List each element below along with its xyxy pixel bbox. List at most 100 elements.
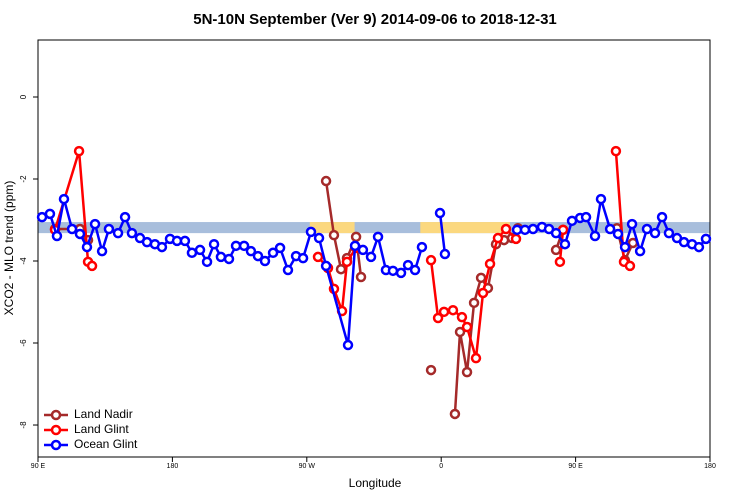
data-point xyxy=(432,312,444,324)
x-tick-label: 180 xyxy=(704,463,716,470)
data-point xyxy=(342,339,354,351)
data-point xyxy=(492,232,504,244)
y-tick-label: -2 xyxy=(19,175,28,183)
data-point xyxy=(387,265,399,277)
data-point xyxy=(477,287,489,299)
data-point xyxy=(74,228,86,240)
data-point xyxy=(312,251,324,263)
data-point xyxy=(454,326,466,338)
data-point xyxy=(550,244,562,256)
data-point xyxy=(208,238,220,250)
data-point xyxy=(461,321,473,333)
data-point xyxy=(259,255,271,267)
data-point xyxy=(238,240,250,252)
data-point xyxy=(641,223,653,235)
data-point xyxy=(156,241,168,253)
y-axis-label: XCO2 - MLO trend (ppm) xyxy=(2,181,16,316)
chart-title: 5N-10N September (Ver 9) 2014-09-06 to 2… xyxy=(193,11,557,28)
data-point xyxy=(425,254,437,266)
data-point xyxy=(44,208,56,220)
y-tick-label: -4 xyxy=(19,257,28,265)
data-point xyxy=(656,211,668,223)
data-point xyxy=(612,228,624,240)
data-point xyxy=(663,227,675,239)
x-tick-label: 0 xyxy=(439,463,443,470)
data-point xyxy=(468,297,480,309)
y-tick-label: 0 xyxy=(19,94,28,99)
data-point xyxy=(449,408,461,420)
data-point xyxy=(349,240,361,252)
data-point xyxy=(357,244,369,256)
data-point xyxy=(439,248,451,260)
legend-marker xyxy=(50,424,62,436)
data-point xyxy=(119,211,131,223)
data-point xyxy=(634,245,646,257)
data-point xyxy=(355,271,367,283)
y-tick-label: -8 xyxy=(19,421,28,429)
data-point xyxy=(66,223,78,235)
data-point xyxy=(395,267,407,279)
data-point xyxy=(81,241,93,253)
legend-label: Land Glint xyxy=(74,422,129,436)
data-point xyxy=(372,231,384,243)
data-point xyxy=(201,256,213,268)
data-point xyxy=(409,264,421,276)
data-point xyxy=(73,145,85,157)
series-line xyxy=(53,150,631,359)
data-point xyxy=(305,226,317,238)
data-point xyxy=(434,207,446,219)
data-point xyxy=(678,236,690,248)
data-point xyxy=(186,247,198,259)
data-point xyxy=(595,193,607,205)
plot-area: 0 -2 -4 -6 -8 90 E 180 90 W 0 90 E 180 Land NadirLa… xyxy=(19,39,716,470)
reference-band xyxy=(420,222,510,234)
legend-marker xyxy=(50,439,62,451)
data-point xyxy=(527,223,539,235)
data-point xyxy=(96,245,108,257)
data-point xyxy=(610,145,622,157)
data-point xyxy=(86,260,98,272)
data-point xyxy=(619,241,631,253)
data-point xyxy=(510,233,522,245)
data-point xyxy=(335,263,347,275)
plot-frame xyxy=(37,39,711,458)
data-point xyxy=(554,256,566,268)
data-point xyxy=(89,218,101,230)
data-point xyxy=(438,306,450,318)
data-point xyxy=(267,247,279,259)
x-tick-label: 180 xyxy=(167,463,179,470)
data-point xyxy=(341,256,353,268)
data-point xyxy=(416,241,428,253)
data-point xyxy=(580,211,592,223)
data-point xyxy=(230,240,242,252)
data-point xyxy=(320,260,332,272)
data-point xyxy=(223,253,235,265)
data-point xyxy=(461,366,473,378)
data-point xyxy=(559,238,571,250)
data-point xyxy=(589,230,601,242)
reference-band xyxy=(38,222,710,234)
data-point xyxy=(626,218,638,230)
data-point xyxy=(194,244,206,256)
data-point xyxy=(550,227,562,239)
x-axis-label: Longitude xyxy=(349,476,402,490)
data-point xyxy=(604,223,616,235)
data-point xyxy=(566,215,578,227)
data-point xyxy=(51,230,63,242)
data-point xyxy=(313,232,325,244)
data-point xyxy=(58,193,70,205)
data-point xyxy=(103,223,115,235)
legend-label: Ocean Glint xyxy=(74,437,138,451)
legend-label: Land Nadir xyxy=(74,407,133,421)
data-point xyxy=(470,352,482,364)
data-point xyxy=(649,227,661,239)
data-point xyxy=(425,364,437,376)
data-point xyxy=(297,252,309,264)
data-point xyxy=(320,175,332,187)
data-point xyxy=(350,231,362,243)
legend-marker xyxy=(50,409,62,421)
x-tick-label: 90 E xyxy=(31,463,46,470)
data-point xyxy=(624,260,636,272)
data-point xyxy=(252,250,264,262)
